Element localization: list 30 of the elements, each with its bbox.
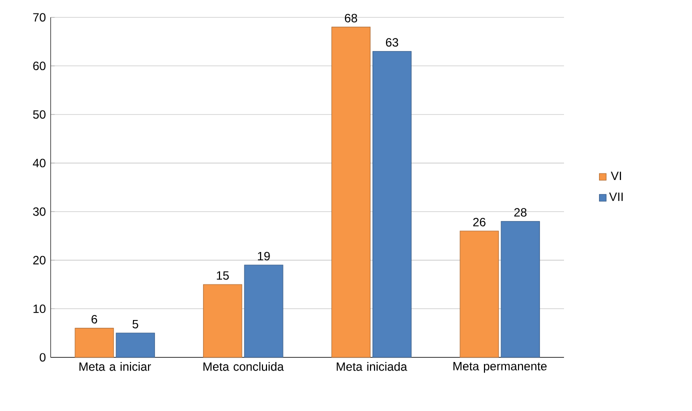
y-tick-label: 70 <box>33 13 46 22</box>
y-tick-label: 0 <box>40 353 46 362</box>
x-tick-label: Meta a iniciar <box>79 362 151 372</box>
data-label: 63 <box>386 38 398 47</box>
bar <box>74 328 114 358</box>
data-label: 28 <box>514 208 527 217</box>
y-tick-label: 30 <box>33 208 46 216</box>
legend-label: VII <box>609 192 623 202</box>
data-label: 19 <box>258 252 270 261</box>
y-tick-label: 50 <box>33 110 46 119</box>
bar <box>116 332 155 358</box>
bar <box>372 51 412 358</box>
data-label: 26 <box>473 218 486 227</box>
data-label: 6 <box>92 315 98 324</box>
data-label: 68 <box>344 14 358 23</box>
legend-label: VI <box>610 172 621 180</box>
data-label: 15 <box>216 272 229 280</box>
x-tick-label: Meta concluida <box>203 362 284 372</box>
y-tick-label: 60 <box>33 62 46 70</box>
x-tick-label: Meta iniciada <box>336 362 408 372</box>
y-tick-label: 10 <box>34 304 46 314</box>
bar <box>203 284 242 358</box>
bar <box>331 26 370 358</box>
y-tick-label: 20 <box>33 256 46 265</box>
bar <box>500 221 540 358</box>
bar <box>244 264 284 358</box>
x-tick-label: Meta permanente <box>453 362 547 373</box>
data-label: 5 <box>132 320 138 329</box>
bar <box>460 230 499 358</box>
y-tick-label: 40 <box>32 158 46 168</box>
